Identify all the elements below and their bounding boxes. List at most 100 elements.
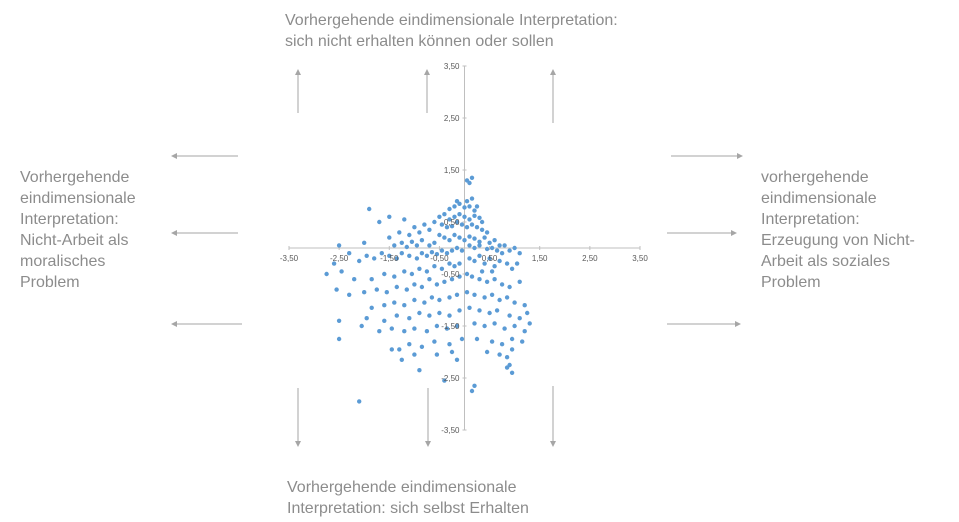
label-left-line: Nicht-Arbeit als	[20, 232, 129, 249]
y-tick-label: -3,50	[441, 426, 460, 435]
data-point	[479, 219, 485, 225]
data-point	[424, 329, 430, 334]
data-point	[424, 253, 430, 258]
data-point	[336, 318, 342, 323]
data-point	[377, 329, 382, 334]
data-point	[472, 208, 477, 213]
data-point	[454, 245, 460, 251]
data-point	[414, 256, 420, 261]
data-point	[392, 243, 397, 248]
data-point	[397, 347, 402, 352]
data-point	[449, 349, 455, 355]
label-left-line: Interpretation:	[20, 211, 119, 228]
data-point	[494, 248, 500, 253]
data-point	[457, 212, 462, 217]
data-point	[487, 310, 492, 316]
x-tick-label: 0,50	[482, 254, 498, 263]
data-point	[449, 277, 455, 282]
data-point	[509, 347, 515, 352]
label-left-line: moralisches	[20, 253, 106, 270]
data-point	[484, 246, 490, 252]
data-point	[457, 308, 462, 313]
data-point	[412, 297, 417, 303]
data-point	[462, 238, 467, 243]
data-point	[482, 235, 487, 240]
data-point	[497, 297, 502, 303]
data-point	[439, 266, 445, 271]
data-point	[372, 256, 377, 261]
data-point	[362, 290, 367, 295]
data-point	[334, 287, 339, 292]
label-left-line: eindimensionale	[20, 190, 136, 207]
data-point	[482, 295, 487, 300]
data-point	[364, 316, 369, 321]
data-point	[477, 277, 482, 282]
data-point	[359, 323, 364, 329]
data-point	[387, 235, 392, 240]
data-point	[527, 321, 532, 326]
data-point	[507, 284, 512, 290]
data-point	[492, 264, 497, 269]
x-tick-label: -3,50	[280, 254, 299, 263]
data-point	[474, 225, 480, 230]
data-point	[512, 300, 517, 305]
data-point	[412, 225, 417, 230]
data-point	[399, 240, 404, 245]
data-point	[402, 217, 407, 222]
x-tick-label: 3,50	[632, 254, 648, 263]
data-point	[472, 321, 477, 326]
data-point	[479, 227, 485, 232]
data-point	[407, 342, 412, 347]
data-point	[454, 219, 460, 225]
data-point	[417, 310, 422, 316]
data-point	[507, 313, 512, 318]
data-point	[447, 295, 452, 300]
data-point	[494, 308, 500, 313]
data-point	[429, 295, 435, 300]
data-points	[324, 175, 532, 404]
data-point	[432, 264, 437, 269]
data-point	[452, 264, 457, 269]
data-point	[347, 251, 352, 256]
data-point	[347, 292, 352, 297]
data-point	[514, 261, 520, 266]
data-point	[336, 336, 342, 342]
data-point	[504, 355, 510, 360]
data-point	[469, 222, 475, 227]
label-right-line: eindimensionale	[761, 190, 877, 207]
data-point	[472, 245, 477, 251]
data-point	[464, 225, 470, 230]
data-point	[520, 339, 525, 344]
data-point	[336, 243, 342, 248]
data-point	[407, 316, 412, 321]
y-tick-label: 1,50	[444, 166, 460, 175]
data-point	[492, 277, 497, 282]
y-tick-label: 2,50	[444, 114, 460, 123]
data-point	[339, 269, 344, 274]
axes	[288, 65, 641, 431]
data-point	[427, 277, 432, 282]
data-point	[424, 269, 430, 274]
y-tick-label: -1,50	[441, 322, 460, 331]
data-point	[497, 352, 502, 357]
data-point	[419, 284, 425, 290]
data-point	[444, 225, 450, 230]
data-point	[449, 248, 455, 253]
data-point	[512, 323, 517, 329]
data-point	[469, 196, 475, 201]
data-point	[402, 303, 407, 308]
data-point	[402, 269, 407, 274]
data-point	[472, 258, 477, 264]
data-point	[472, 236, 477, 241]
data-point	[472, 383, 477, 388]
data-point	[412, 326, 417, 331]
data-point	[459, 336, 465, 342]
x-tick-label: -2,50	[330, 254, 349, 263]
data-point	[404, 244, 409, 250]
data-point	[502, 243, 507, 248]
data-point	[522, 329, 527, 334]
data-point	[474, 336, 480, 342]
data-point	[439, 248, 445, 253]
data-point	[492, 321, 497, 326]
data-point	[504, 295, 510, 300]
